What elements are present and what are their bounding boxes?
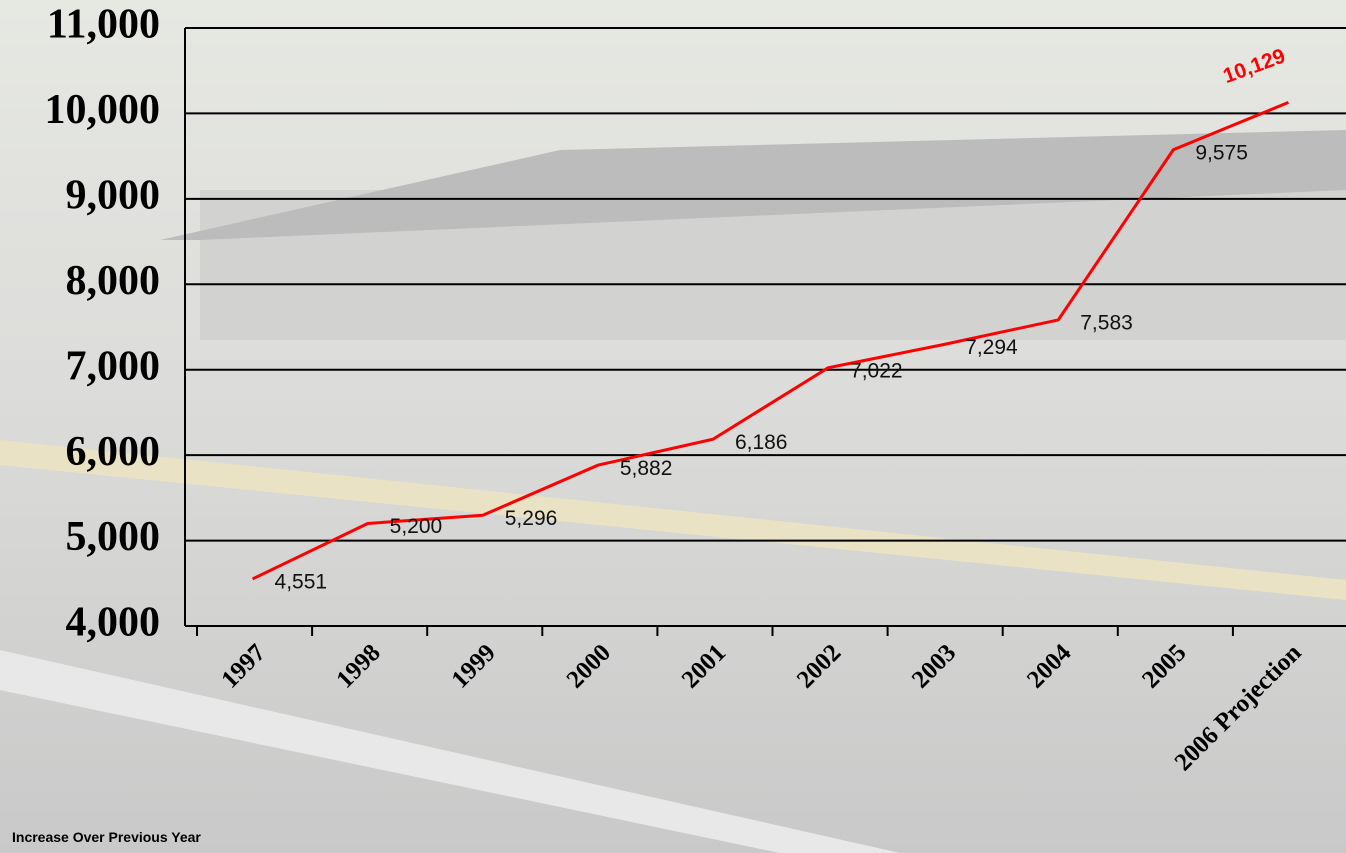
y-tick-label: 6,000 bbox=[66, 429, 161, 475]
value-label: 7,022 bbox=[850, 359, 903, 382]
y-tick-label: 5,000 bbox=[66, 514, 161, 560]
value-label: 7,583 bbox=[1080, 311, 1133, 334]
footnote: Increase Over Previous Year bbox=[12, 829, 201, 845]
y-tick-label: 10,000 bbox=[45, 87, 161, 133]
y-tick-label: 7,000 bbox=[66, 343, 161, 389]
y-tick-label: 4,000 bbox=[66, 600, 161, 646]
value-label: 6,186 bbox=[735, 431, 788, 454]
y-tick-label: 8,000 bbox=[66, 258, 161, 304]
value-label: 7,294 bbox=[965, 336, 1018, 359]
value-label: 5,200 bbox=[390, 515, 443, 538]
value-label: 9,575 bbox=[1195, 141, 1248, 164]
y-tick-label: 9,000 bbox=[66, 172, 161, 218]
chart: Increase Over Previous Year 4,000 5,000 6,… bbox=[0, 0, 1346, 853]
value-label: 5,882 bbox=[620, 457, 673, 480]
y-tick-label: 11,000 bbox=[47, 2, 160, 48]
value-label: 5,296 bbox=[505, 507, 558, 530]
value-label: 4,551 bbox=[275, 570, 328, 593]
